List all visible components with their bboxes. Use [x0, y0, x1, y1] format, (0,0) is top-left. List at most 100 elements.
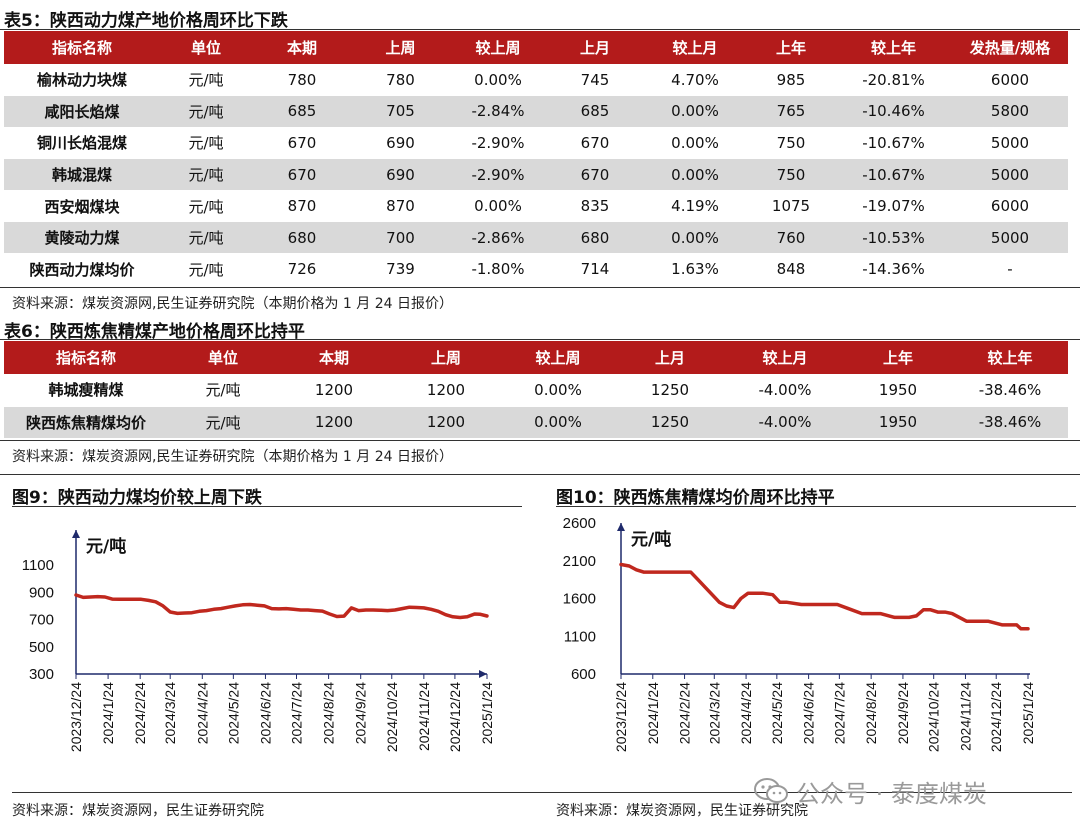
table-row: 黄陵动力煤 元/吨 680 700 -2.86% 680 0.00% 760 -10.53% 50… [4, 221, 1068, 254]
x-tick-label: 2024/4/24 [194, 682, 210, 744]
unit-label: 元/吨 [631, 529, 671, 550]
table-cell: 985 [776, 70, 806, 89]
table-row: 榆林动力块煤 元/吨 780 780 0.00% 745 4.70% 985 -20.81% 60… [4, 64, 1068, 96]
table6-header-cell: 较上月 [726, 341, 844, 374]
table5-header-cell: 上月 [547, 31, 643, 64]
table-row: 陕西炼焦精煤均价 元/吨 1200 1200 0.00% 1250 -4.00% 1950 -3… [4, 406, 1068, 438]
table-cell: 元/吨 [188, 71, 224, 90]
table-cell: 元/吨 [188, 260, 224, 279]
table-cell: 0.00% [643, 158, 747, 191]
table-cell: 670 [252, 158, 352, 191]
y-tick-label: 2100 [563, 553, 596, 570]
table-cell: -19.07% [862, 197, 925, 216]
table-cell: 1950 [878, 380, 918, 399]
table-cell: 1250 [650, 380, 690, 399]
table6-bottom-rule [0, 440, 1080, 441]
table-cell: 元/吨 [168, 406, 278, 438]
row-name-cell: 韩城瘦精煤 [48, 381, 124, 400]
x-tick-label: 2024/7/24 [289, 682, 305, 744]
y-tick-label: 600 [571, 666, 596, 683]
table-cell: 5000 [990, 133, 1030, 152]
table-cell: 1075 [771, 197, 811, 216]
table-cell: 680 [252, 221, 352, 254]
table-cell: 835 [580, 197, 610, 216]
x-tick-label: 2024/10/24 [384, 682, 400, 752]
x-tick-label: 2024/8/24 [321, 682, 337, 744]
table-cell: -10.53% [835, 221, 952, 254]
table-cell: 726 [287, 260, 317, 279]
x-tick-label: 2024/8/24 [863, 682, 879, 744]
table-cell: 1.63% [671, 260, 719, 279]
figures-title-rule-left [12, 506, 522, 507]
figure9-title: 图9：陕西动力煤均价较上周下跌 [12, 488, 262, 508]
x-tick-label: 2024/6/24 [257, 682, 273, 744]
x-tick-label: 2024/5/24 [225, 682, 241, 744]
table-cell: -38.46% [978, 380, 1042, 399]
table5-body: 榆林动力块煤 元/吨 780 780 0.00% 745 4.70% 985 -20.81% 60… [4, 64, 1068, 286]
table5-header-cell: 发热量/规格 [952, 31, 1068, 64]
table-cell: 5000 [952, 221, 1068, 254]
table-cell: 685 [252, 95, 352, 128]
table-cell: -10.46% [835, 95, 952, 128]
table5-title: 表5：陕西动力煤产地价格周环比下跌 [4, 11, 288, 31]
x-tick-label: 2024/11/24 [957, 682, 973, 751]
table5-header-cell: 较上年 [835, 31, 952, 64]
table-cell: -4.00% [726, 406, 844, 438]
y-tick-label: 1100 [22, 557, 54, 574]
table-row: 韩城混煤 元/吨 670 690 -2.90% 670 0.00% 750 -10.67% 500… [4, 158, 1068, 191]
table-cell: -2.90% [471, 133, 525, 152]
x-tick-label: 2024/1/24 [100, 682, 116, 744]
y-tick-label: 900 [29, 584, 54, 601]
figure9-line-chart: 300 500 700 900 1100 元/吨 2023/12/24 2024/1/24 20… [22, 530, 495, 752]
table-cell: 0.00% [474, 197, 522, 216]
watermark: 公众号 · 泰度煤炭 [796, 780, 987, 808]
table-cell: 元/吨 [205, 381, 241, 400]
table-cell: -2.90% [449, 158, 547, 191]
price-series-line [74, 593, 489, 620]
table-cell: -4.00% [758, 380, 812, 399]
table-cell: 690 [352, 158, 449, 191]
table-cell: 780 [287, 70, 317, 89]
table-cell: 1950 [844, 406, 952, 438]
table-cell: -10.67% [862, 133, 925, 152]
figure10-source: 资料来源：煤炭资源网，民生证券研究院 [556, 803, 808, 819]
table-row: 西安烟煤块 元/吨 870 870 0.00% 835 4.19% 1075 -19.07% 60… [4, 190, 1068, 222]
table-cell: 4.70% [671, 70, 719, 89]
table6-header-cell: 上周 [390, 341, 502, 374]
table-cell: 元/吨 [160, 158, 252, 191]
y-tick-label: 700 [29, 612, 54, 629]
figure10-line-chart: 600 1100 1600 2100 2600 元/吨 2023/12/24 2024/1/2… [563, 515, 1036, 752]
table-cell: 750 [776, 133, 806, 152]
table-cell: 0.00% [474, 70, 522, 89]
table-cell: 705 [352, 95, 449, 128]
table-cell: 685 [547, 95, 643, 128]
table-row: 韩城瘦精煤 元/吨 1200 1200 0.00% 1250 -4.00% 1950 -38.4… [4, 374, 1068, 406]
table-cell: 760 [747, 221, 835, 254]
table-cell: 670 [547, 158, 643, 191]
table-cell: 元/吨 [188, 197, 224, 216]
table-cell: -2.86% [449, 221, 547, 254]
unit-label: 元/吨 [86, 536, 126, 557]
table-cell: 670 [287, 133, 317, 152]
x-tick-label: 2023/12/24 [68, 682, 84, 752]
table5-header-row: 指标名称 单位 本期 上周 较上周 上月 较上月 上年 较上年 发热量/规格 [4, 31, 1068, 64]
price-series-line [619, 562, 1030, 631]
figures-bottom-rule [12, 792, 1072, 793]
x-axis-arrow [479, 670, 487, 678]
table-cell: 848 [776, 260, 806, 279]
table-cell: 870 [386, 197, 415, 216]
table-cell: 1200 [314, 380, 354, 399]
x-tick-label: 2024/9/24 [895, 682, 911, 744]
x-tick-label: 2024/4/24 [738, 682, 754, 744]
table5-header-cell: 单位 [160, 31, 252, 64]
table-cell: 1200 [278, 406, 390, 438]
table5-header-cell: 上年 [747, 31, 835, 64]
figure10-chart: 600 1100 1600 2100 2600 元/吨 2023/12/24 2024/1/2… [544, 510, 1080, 790]
table-cell: 4.19% [671, 197, 719, 216]
table5-header-cell: 较上周 [449, 31, 547, 64]
y-tick-label: 500 [29, 639, 54, 656]
x-tick-label: 2024/12/24 [447, 682, 463, 752]
table6-header-cell: 较上年 [952, 341, 1068, 374]
table5-top-rule [0, 29, 1080, 30]
table-cell: -20.81% [862, 70, 925, 89]
